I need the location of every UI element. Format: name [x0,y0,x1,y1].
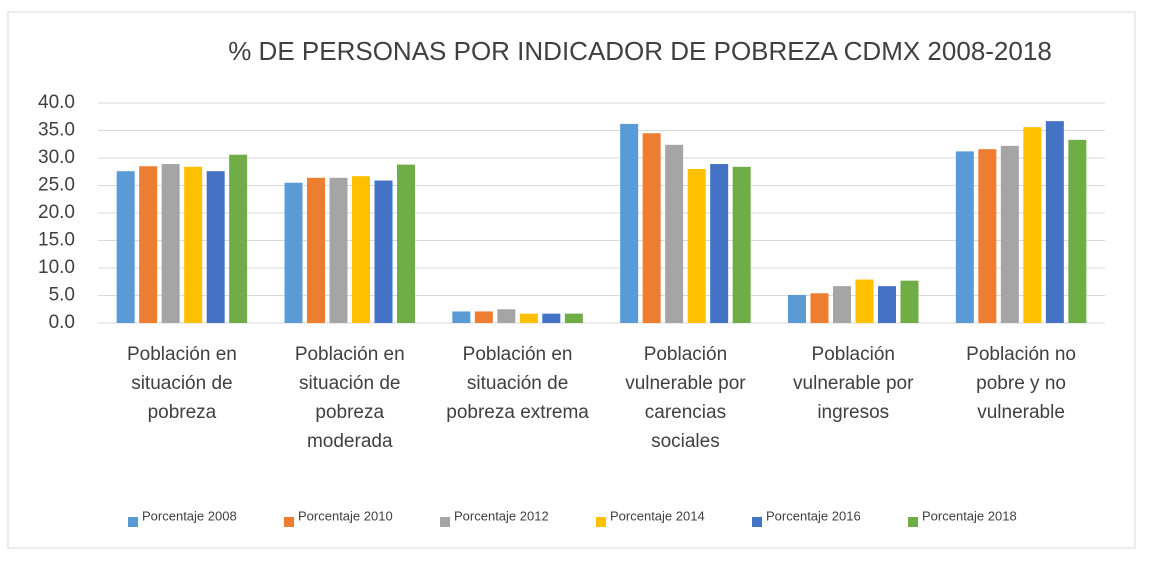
x-tick-label: pobreza extrema [446,402,589,423]
bar [397,164,415,323]
x-tick-label: pobreza [315,402,384,423]
bar [710,164,729,323]
bar [878,286,896,323]
bar [1023,127,1042,323]
x-tick-label: Población en [127,344,237,365]
x-tick-label: vulnerable [977,402,1065,423]
x-tick-label: Población en [463,344,573,365]
bar [519,313,538,323]
bar [139,166,158,323]
x-tick-label: Población [812,344,895,365]
bar [1045,121,1064,324]
x-tick-label: situación de [299,373,400,394]
bar [284,182,303,323]
y-tick-label: 20.0 [38,202,75,223]
bar [620,123,639,324]
x-tick-label: Población en [295,344,405,365]
x-tick-label: vulnerable por [793,373,914,394]
x-tick-label: situación de [467,373,568,394]
x-tick-label: Población no [966,344,1076,365]
y-tick-label: 30.0 [38,147,75,168]
bar [497,309,516,323]
legend-swatch [284,517,294,527]
bar [307,177,325,323]
legend-swatch [752,517,762,527]
bar [329,177,348,323]
x-tick-label: carencias [645,402,726,423]
bar [184,166,203,323]
x-tick-label: moderada [307,431,393,452]
x-tick-label: vulnerable por [625,373,746,394]
x-tick-label: sociales [651,431,720,452]
bar [161,164,180,323]
y-tick-label: 35.0 [38,120,75,141]
x-tick-label: situación de [131,373,232,394]
legend-label: Porcentaje 2016 [766,508,861,523]
bar [564,313,583,323]
y-tick-label: 10.0 [38,257,75,278]
legend-label: Porcentaje 2010 [298,508,393,523]
bar [229,154,248,323]
bar [810,293,829,323]
x-tick-label: ingresos [817,402,889,423]
legend-label: Porcentaje 2014 [610,508,705,523]
bar [1000,145,1019,323]
bar [116,171,135,323]
y-tick-label: 25.0 [38,175,75,196]
bar [1068,139,1087,323]
bar [955,151,974,323]
bar [206,171,225,323]
bar [833,286,851,323]
legend-swatch [440,517,450,527]
legend-swatch [908,517,918,527]
bar [374,180,393,323]
bar [855,279,874,323]
bar [542,313,561,323]
bar [788,294,806,323]
legend-label: Porcentaje 2018 [922,508,1017,523]
y-tick-label: 5.0 [49,285,75,306]
y-tick-label: 40.0 [38,92,75,113]
legend-swatch [128,517,138,527]
legend-swatch [596,517,606,527]
bar [900,280,919,323]
bar [642,133,661,323]
bar [352,176,370,323]
bar [452,311,471,323]
bar [687,169,706,323]
x-tick-label: pobreza [148,402,217,423]
x-tick-label: Población [644,344,727,365]
bar [732,166,751,323]
legend-label: Porcentaje 2008 [142,508,237,523]
x-tick-label: pobre y no [976,373,1066,394]
y-tick-label: 0.0 [49,312,75,333]
legend-label: Porcentaje 2012 [454,508,549,523]
bar [665,144,684,323]
y-tick-label: 15.0 [38,230,75,251]
bar [978,149,997,323]
bar [474,311,493,323]
chart-title: % DE PERSONAS POR INDICADOR DE POBREZA C… [228,36,1052,66]
